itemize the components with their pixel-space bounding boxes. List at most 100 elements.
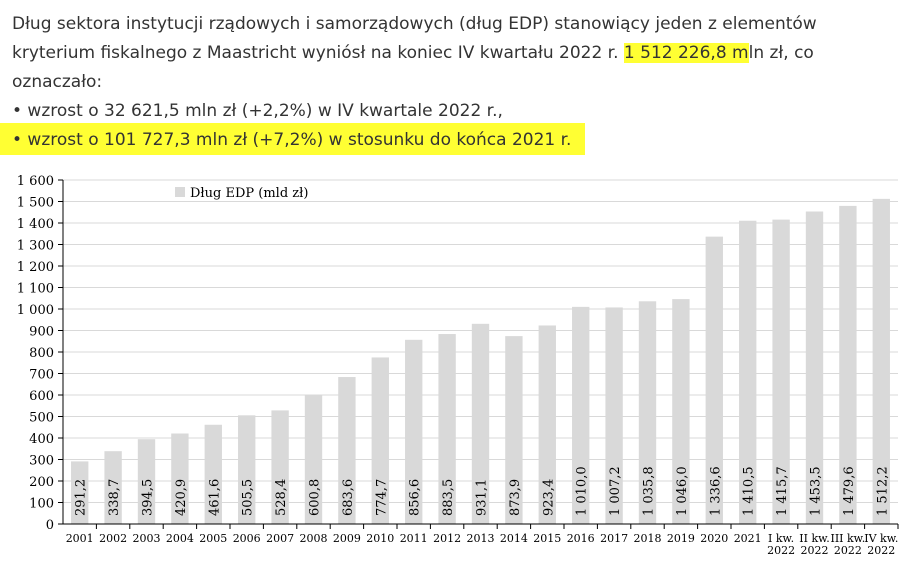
- x-tick-label: 2022: [834, 544, 862, 557]
- bar: [438, 334, 456, 524]
- y-tick-label: 500: [29, 411, 54, 426]
- y-tick-label: 1 400: [17, 217, 54, 232]
- bar: [638, 301, 657, 524]
- bar: [204, 424, 222, 524]
- bar: [805, 211, 824, 524]
- bar: [271, 410, 289, 524]
- bar: [872, 198, 890, 524]
- intro-line-2-tail: ln zł, co: [748, 43, 814, 63]
- bar: [304, 394, 323, 524]
- x-tick-label: 2022: [867, 544, 895, 557]
- bar: [137, 439, 156, 524]
- data-label: 505,5: [241, 479, 256, 516]
- x-tick-label: 2016: [567, 532, 595, 545]
- data-label: 1 336,6: [708, 466, 723, 516]
- chart-svg: 0 100 200 300 400 500 600 700 800 900 1 000 1 100 1 …: [17, 174, 899, 557]
- x-tick-label: 2013: [467, 532, 495, 545]
- data-label: 1 512,2: [875, 466, 890, 516]
- intro-line-2: kryterium fiskalnego z Maastricht wyniós…: [12, 39, 902, 68]
- x-tick-label: 2003: [133, 532, 161, 545]
- bar: [471, 323, 490, 524]
- data-label: 420,9: [174, 479, 189, 516]
- data-label: 774,7: [374, 479, 389, 516]
- data-label: 1 046,0: [675, 466, 690, 516]
- y-tick-label: 800: [29, 346, 54, 361]
- x-tick-label: 2014: [500, 532, 528, 545]
- data-label: 600,8: [308, 479, 323, 516]
- y-tick-label: 1 600: [17, 174, 54, 189]
- y-tick-label: 100: [29, 497, 54, 512]
- legend-swatch: [175, 187, 185, 197]
- bar: [104, 451, 122, 524]
- x-tick-label: 2011: [400, 532, 428, 545]
- bar: [371, 357, 389, 524]
- y-tick-label: 900: [29, 325, 54, 340]
- data-label: 1 479,6: [842, 466, 857, 516]
- data-label: 1 035,8: [642, 466, 657, 516]
- x-tick-label: 2012: [433, 532, 461, 545]
- bar: [71, 461, 89, 524]
- y-tick-label: 1 100: [17, 282, 54, 297]
- data-label: 394,5: [141, 479, 156, 516]
- x-tick-label: II kw.: [799, 532, 829, 545]
- bar: [505, 336, 523, 524]
- data-label: 931,1: [475, 479, 490, 516]
- x-tick-label: III kw.: [830, 532, 865, 545]
- bar: [739, 220, 757, 524]
- bar: [338, 377, 356, 524]
- data-label: 461,6: [207, 479, 222, 516]
- bar: [171, 433, 189, 524]
- bar: [572, 306, 590, 524]
- x-tick-label: 2005: [199, 532, 227, 545]
- x-tick-label: 2010: [366, 532, 394, 545]
- legend-label: Dług EDP (mld zł): [190, 186, 308, 201]
- x-tick-label: 2008: [300, 532, 328, 545]
- highlighted-amount: 1 512 226,8 m: [623, 43, 749, 63]
- intro-line-3: oznaczało:: [12, 72, 103, 92]
- intro-line-2-text: kryterium fiskalnego z Maastricht wyniós…: [12, 43, 624, 63]
- data-label: 1 415,7: [775, 466, 790, 516]
- debt-chart: 0 100 200 300 400 500 600 700 800 900 1 000 1 100 1 …: [0, 170, 913, 570]
- x-tick-label: 2021: [734, 532, 762, 545]
- intro-line-1: Dług sektora instytucji rządowych i samo…: [12, 14, 817, 34]
- bar: [538, 325, 556, 524]
- data-label: 1 453,5: [809, 466, 824, 516]
- y-tick-label: 400: [29, 432, 54, 447]
- data-label: 1 007,2: [608, 466, 623, 516]
- data-label: 291,2: [74, 479, 89, 516]
- bar: [605, 307, 623, 524]
- x-tick-label: 2022: [801, 544, 829, 557]
- bar: [772, 219, 790, 524]
- x-tick-label: 2018: [634, 532, 662, 545]
- intro-text: Dług sektora instytucji rządowych i samo…: [0, 10, 902, 155]
- y-tick-label: 1 500: [17, 196, 54, 211]
- x-tick-label: 2020: [700, 532, 728, 545]
- bar: [405, 339, 423, 524]
- highlight-marker: [0, 123, 585, 155]
- bar: [705, 236, 723, 525]
- x-tick-label: 2009: [333, 532, 361, 545]
- y-tick-label: 1 300: [17, 239, 54, 254]
- data-label: 528,4: [274, 479, 289, 516]
- y-tick-label: 0: [46, 518, 54, 533]
- data-label: 883,5: [441, 479, 456, 516]
- data-label: 856,6: [408, 479, 423, 516]
- y-tick-label: 300: [29, 454, 54, 469]
- x-tick-label: 2015: [533, 532, 561, 545]
- y-tick-label: 1 200: [17, 260, 54, 275]
- intro-bullet-2: • wzrost o 101 727,3 mln zł (+7,2%) w st…: [12, 130, 572, 150]
- x-tick-label: 2004: [166, 532, 194, 545]
- data-label: 873,9: [508, 479, 523, 516]
- data-label: 683,6: [341, 479, 356, 516]
- bar: [238, 415, 256, 524]
- data-label: 923,4: [541, 479, 556, 516]
- x-tick-label: 2006: [233, 532, 261, 545]
- intro-bullet-1: • wzrost o 32 621,5 mln zł (+2,2%) w IV …: [12, 101, 503, 121]
- bar: [839, 205, 857, 525]
- x-tick-label: 2022: [767, 544, 795, 557]
- data-label: 1 410,5: [742, 466, 757, 516]
- data-label: 1 010,0: [575, 466, 590, 516]
- x-tick-label: 2017: [600, 532, 628, 545]
- y-tick-label: 200: [29, 475, 54, 490]
- x-tick-label: IV kw.: [864, 532, 898, 545]
